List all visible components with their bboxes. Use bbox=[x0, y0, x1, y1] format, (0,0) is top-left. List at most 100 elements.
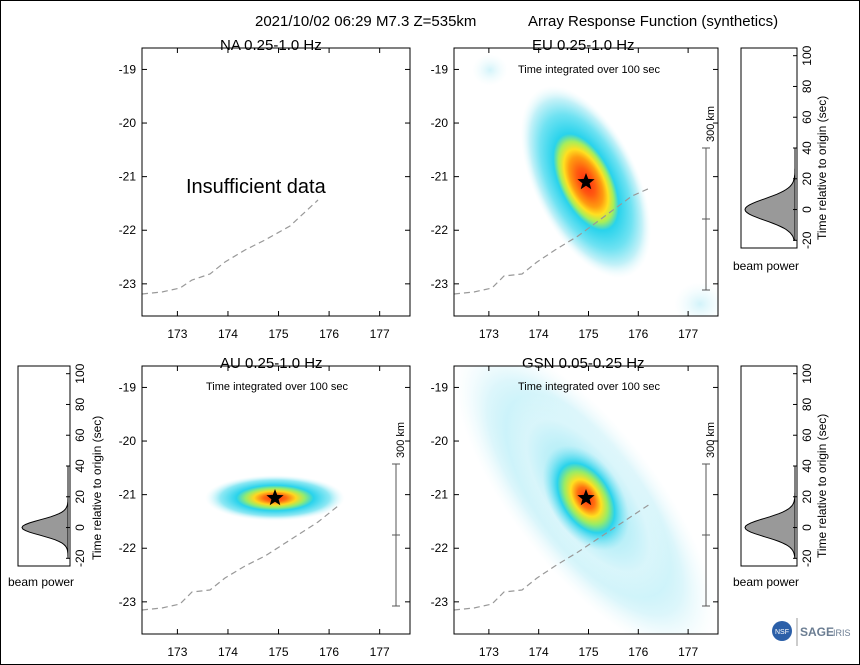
nsf-logo-icon bbox=[772, 621, 792, 641]
panel-na-xtick-label-1: 174 bbox=[218, 327, 238, 341]
panel-na-xtick-label-0: 173 bbox=[167, 327, 187, 341]
panel-eu-scale-label: 300 km bbox=[705, 106, 717, 142]
panel-au-ytick-label-4: -23 bbox=[119, 595, 137, 609]
panel-na-insufficient-message: Insufficient data bbox=[186, 176, 327, 198]
beam-axis-0-tick-label-5: 0 bbox=[800, 206, 814, 213]
panel-gsn-xtick-label-4: 177 bbox=[678, 645, 698, 659]
beam-axis-1-tick-label-6: -20 bbox=[73, 549, 87, 567]
beam-axis-1-tick-label-5: 0 bbox=[73, 524, 87, 531]
sage-logo-text: SAGE bbox=[800, 625, 834, 639]
panel-eu-ytick-label-1: -20 bbox=[431, 116, 449, 130]
panel-au-ytick-label-2: -21 bbox=[119, 488, 137, 502]
beam-power-eu-label: beam power bbox=[733, 259, 799, 273]
panel-gsn-xtick-label-0: 173 bbox=[479, 645, 499, 659]
panel-au-xtick-label-0: 173 bbox=[167, 645, 187, 659]
panel-au-xtick-label-3: 176 bbox=[319, 645, 339, 659]
panel-gsn-ytick-label-0: -19 bbox=[431, 380, 449, 394]
panel-au-ytick-label-3: -22 bbox=[119, 541, 137, 555]
beam-axis-2-tick-label-2: 60 bbox=[800, 428, 814, 442]
panel-eu-ytick-label-0: -19 bbox=[431, 62, 449, 76]
beam-power-gsn-label: beam power bbox=[733, 575, 799, 589]
beam-power-gsn-time-label: Time relative to origin (sec) bbox=[815, 414, 829, 558]
panel-au-plot-area bbox=[142, 475, 345, 611]
panel-gsn-ytick-label-4: -23 bbox=[431, 595, 449, 609]
beam-axis-2-tick-label-1: 80 bbox=[800, 397, 814, 411]
panel-eu-ytick-label-4: -23 bbox=[431, 277, 449, 291]
beam-power-eu: 100 80 60 40 20 0 -20 Time relative to origin … bbox=[733, 45, 829, 273]
beam-power-au-label: beam power bbox=[8, 575, 74, 589]
panel-eu-sidelobe-top bbox=[472, 54, 508, 86]
nsf-logo-text: NSF bbox=[775, 629, 789, 636]
panel-au-xtick-label-1: 174 bbox=[218, 645, 238, 659]
beam-axis-0-tick-label-6: -20 bbox=[800, 231, 814, 249]
panel-na: NA 0.25-1.0 Hz Insufficient data 173 174 1… bbox=[119, 37, 411, 341]
panel-gsn-trench-line bbox=[454, 503, 651, 611]
panel-gsn-frame bbox=[453, 365, 719, 635]
beam-axis-1-tick-label-3: 40 bbox=[73, 459, 87, 473]
panel-au-frame bbox=[141, 365, 411, 635]
beam-axis-0-tick-label-1: 80 bbox=[800, 79, 814, 93]
panel-gsn-xtick-label-3: 176 bbox=[628, 645, 648, 659]
panel-gsn-xtick-label-1: 174 bbox=[529, 645, 549, 659]
panel-gsn-ytick-label-2: -21 bbox=[431, 488, 449, 502]
panel-eu-trench-line bbox=[454, 187, 651, 295]
beam-axis-1-tick-label-1: 80 bbox=[73, 397, 87, 411]
beam-power-eu-time-label: Time relative to origin (sec) bbox=[815, 96, 829, 240]
panel-eu-integration-note: Time integrated over 100 sec bbox=[518, 64, 661, 76]
beam-axis-2-tick-label-3: 40 bbox=[800, 459, 814, 473]
panel-na-trench-line bbox=[142, 199, 319, 295]
beam-axis-0-tick-label-3: 40 bbox=[800, 141, 814, 155]
panel-gsn-epicenter-star bbox=[577, 489, 595, 506]
nsf-sage-iris-logo: NSF SAGE IRIS bbox=[772, 618, 851, 646]
panel-au-trench-line bbox=[142, 505, 339, 611]
beam-axis-2-tick-label-5: 0 bbox=[800, 524, 814, 531]
panel-au-ytick-label-0: -19 bbox=[119, 380, 137, 394]
iris-logo-text: IRIS bbox=[833, 628, 851, 638]
figure-title: Array Response Function (synthetics) bbox=[528, 13, 778, 30]
panel-na-ytick-label-0: -19 bbox=[119, 62, 137, 76]
beam-axis-2-tick-label-6: -20 bbox=[800, 549, 814, 567]
panel-eu-sidelobe-bottom bbox=[674, 282, 718, 316]
panel-eu-xtick-label-4: 177 bbox=[678, 327, 698, 341]
panel-eu-xtick-label-0: 173 bbox=[479, 327, 499, 341]
panel-eu-epicenter-star bbox=[577, 173, 595, 190]
panel-au-xtick-label-4: 177 bbox=[370, 645, 390, 659]
event-header: 2021/10/02 06:29 M7.3 Z=535km bbox=[255, 13, 476, 30]
panel-eu-plot-area bbox=[454, 54, 718, 316]
beam-axis-1-tick-label-0: 100 bbox=[73, 363, 87, 383]
panel-na-ytick-label-2: -21 bbox=[119, 170, 137, 184]
beam-axis-1-tick-label-4: 20 bbox=[73, 490, 87, 504]
panel-eu-frame bbox=[453, 47, 719, 317]
panel-eu-xtick-label-1: 174 bbox=[529, 327, 549, 341]
panel-na-ytick-label-4: -23 bbox=[119, 277, 137, 291]
panel-gsn-integration-note: Time integrated over 100 sec bbox=[518, 381, 661, 393]
beam-power-gsn-curve bbox=[744, 466, 796, 559]
panel-eu-title: EU 0.25-1.0 Hz bbox=[532, 37, 635, 54]
panel-eu-xtick-label-2: 175 bbox=[578, 327, 598, 341]
panel-na-xtick-label-2: 175 bbox=[269, 327, 289, 341]
panel-au-ytick-label-1: -20 bbox=[119, 434, 137, 448]
beam-axis-2-tick-label-0: 100 bbox=[800, 363, 814, 383]
panel-au: AU 0.25-1.0 Hz Time integrated over 100 … bbox=[119, 355, 411, 659]
panel-gsn-xtick-label-2: 175 bbox=[578, 645, 598, 659]
panel-na-title: NA 0.25-1.0 Hz bbox=[220, 37, 322, 54]
beam-axis-0-tick-label-0: 100 bbox=[800, 45, 814, 65]
beam-power-au: 100 80 60 40 20 0 -20 Time relative to origin … bbox=[8, 363, 104, 589]
beam-power-au-curve bbox=[21, 466, 69, 559]
beam-power-gsn: 100 80 60 40 20 0 -20 Time relative to origin … bbox=[733, 363, 829, 589]
panel-na-ytick-label-1: -20 bbox=[119, 116, 137, 130]
panel-au-integration-note: Time integrated over 100 sec bbox=[206, 381, 349, 393]
beam-axis-2-tick-label-4: 20 bbox=[800, 490, 814, 504]
beam-axis-1-tick-label-2: 60 bbox=[73, 428, 87, 442]
panel-au-scale-label: 300 km bbox=[395, 422, 407, 458]
panel-gsn: GSN 0.05-0.25 Hz Time integrated over 10… bbox=[431, 355, 719, 659]
panel-na-frame bbox=[141, 47, 411, 317]
beam-axis-0-tick-label-2: 60 bbox=[800, 110, 814, 124]
beam-power-eu-curve bbox=[744, 148, 796, 241]
panel-eu-xtick-label-3: 176 bbox=[628, 327, 648, 341]
panel-au-title: AU 0.25-1.0 Hz bbox=[220, 355, 323, 372]
panel-eu-ytick-label-2: -21 bbox=[431, 170, 449, 184]
panel-eu-scale-bar: 300 km bbox=[702, 106, 717, 291]
